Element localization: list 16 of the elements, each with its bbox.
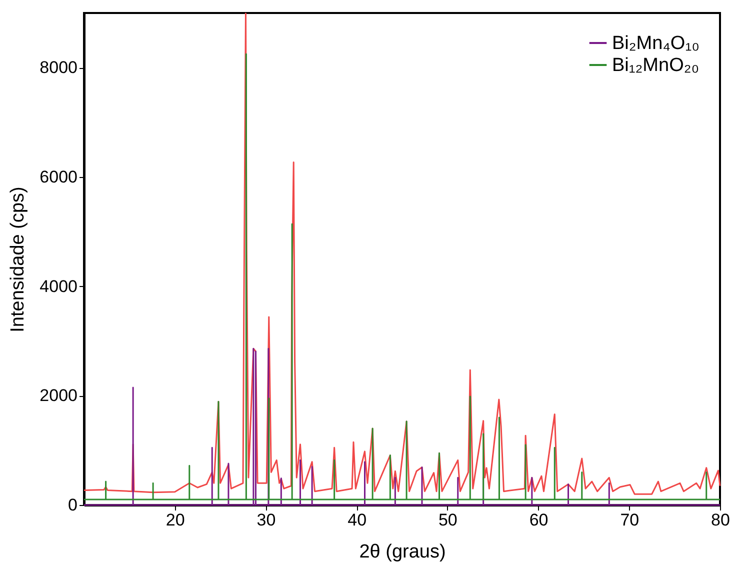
x-tick-label: 20 (166, 510, 185, 530)
legend-label: Bi₂Mn₄O₁₀ (612, 33, 700, 54)
y-tick-label: 4000 (40, 276, 78, 296)
y-tick-label: 6000 (40, 168, 78, 186)
y-tick-label: 8000 (40, 58, 78, 78)
x-tick-label: 30 (256, 510, 276, 530)
legend-label: Bi₁₂MnO₂₀ (612, 55, 700, 76)
x-tick-label: 40 (348, 510, 367, 530)
y-tick-label: 2000 (40, 386, 78, 406)
y-tick-label: 0 (68, 496, 78, 514)
y-axis-title: Intensidade (cps) (8, 186, 29, 332)
x-tick-label: 70 (620, 510, 640, 530)
x-tick-label: 80 (711, 510, 730, 530)
x-tick-label: 50 (438, 510, 458, 530)
x-axis-title: 2θ (graus) (359, 542, 446, 562)
x-tick-label: 60 (529, 510, 548, 530)
